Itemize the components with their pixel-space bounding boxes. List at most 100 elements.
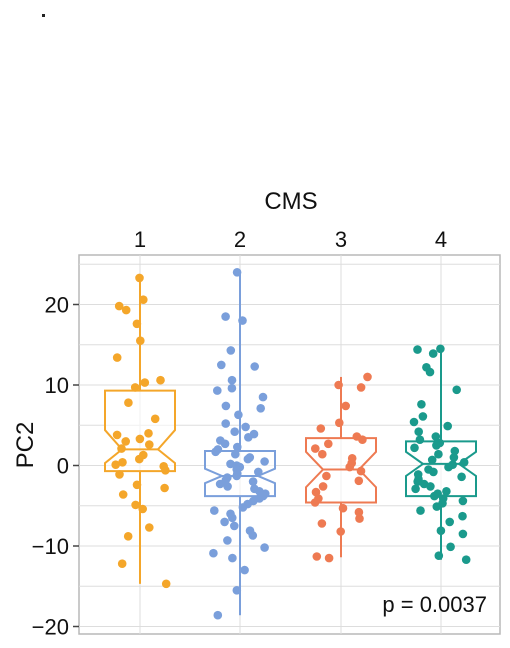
data-point bbox=[160, 483, 169, 493]
data-point bbox=[117, 444, 126, 453]
data-point bbox=[243, 454, 253, 464]
data-point bbox=[312, 552, 322, 561]
data-point bbox=[450, 446, 460, 456]
data-point bbox=[256, 404, 266, 413]
data-point bbox=[135, 434, 145, 444]
y-tick-label: 0 bbox=[57, 454, 69, 479]
data-point bbox=[318, 449, 327, 459]
data-point bbox=[258, 392, 268, 402]
data-point bbox=[431, 432, 441, 441]
data-point bbox=[150, 414, 160, 424]
data-point bbox=[432, 441, 441, 450]
data-point bbox=[220, 517, 229, 527]
data-point bbox=[215, 479, 225, 489]
data-point bbox=[117, 559, 127, 568]
data-point bbox=[227, 383, 237, 393]
data-point bbox=[230, 427, 239, 437]
data-point bbox=[210, 506, 219, 515]
data-point bbox=[413, 345, 422, 354]
data-point bbox=[260, 457, 269, 466]
data-point bbox=[436, 344, 445, 354]
y-tick-label: −20 bbox=[32, 615, 69, 640]
data-point bbox=[426, 482, 435, 491]
data-point bbox=[217, 360, 226, 370]
data-point bbox=[230, 521, 239, 531]
data-point bbox=[130, 383, 140, 392]
data-point bbox=[209, 548, 218, 558]
data-point bbox=[434, 449, 443, 459]
data-point bbox=[430, 491, 439, 501]
data-point bbox=[442, 487, 451, 496]
data-point bbox=[112, 353, 122, 362]
y-tick-label: 20 bbox=[45, 293, 69, 318]
data-point bbox=[436, 526, 446, 535]
data-point bbox=[145, 440, 154, 449]
data-point bbox=[355, 514, 364, 523]
data-point bbox=[248, 531, 258, 540]
data-point bbox=[232, 268, 242, 277]
data-point bbox=[250, 362, 259, 371]
data-point bbox=[415, 435, 425, 445]
y-axis-ticks: 20 10 0 −10 −20 bbox=[32, 293, 79, 640]
data-point bbox=[445, 517, 455, 527]
data-point bbox=[124, 398, 133, 408]
data-point bbox=[411, 484, 420, 494]
data-point bbox=[115, 470, 124, 479]
data-point bbox=[458, 511, 467, 521]
data-point bbox=[310, 498, 320, 507]
data-point bbox=[132, 319, 142, 329]
data-point bbox=[417, 400, 426, 409]
data-point bbox=[345, 462, 355, 472]
data-point bbox=[156, 375, 165, 385]
data-point bbox=[432, 502, 442, 511]
data-point bbox=[231, 449, 240, 459]
data-point bbox=[336, 527, 346, 536]
data-point bbox=[335, 418, 344, 428]
data-point bbox=[227, 375, 237, 385]
data-point bbox=[144, 429, 153, 438]
data-point bbox=[457, 472, 466, 482]
jitter-points bbox=[111, 268, 471, 620]
data-point bbox=[221, 401, 231, 411]
data-point bbox=[358, 435, 367, 445]
data-point bbox=[416, 506, 425, 515]
data-point bbox=[429, 467, 438, 477]
data-point bbox=[449, 453, 459, 462]
data-point bbox=[114, 301, 124, 311]
data-point bbox=[363, 372, 372, 382]
data-point bbox=[354, 507, 364, 517]
data-point bbox=[338, 503, 348, 513]
category-labels: 1 2 3 4 bbox=[134, 227, 447, 252]
data-point bbox=[238, 503, 248, 512]
data-point bbox=[138, 504, 147, 514]
data-point bbox=[410, 443, 419, 453]
data-point bbox=[220, 439, 230, 449]
data-point bbox=[311, 444, 320, 453]
data-point bbox=[161, 466, 170, 475]
data-point bbox=[221, 419, 230, 428]
data-point bbox=[211, 447, 220, 457]
p-value-annotation: p = 0.0037 bbox=[382, 592, 487, 617]
data-point bbox=[444, 462, 453, 472]
data-point bbox=[240, 565, 249, 575]
data-point bbox=[324, 439, 333, 449]
data-point bbox=[145, 523, 154, 532]
data-point bbox=[248, 477, 258, 486]
data-point bbox=[434, 551, 444, 560]
data-point bbox=[341, 401, 351, 411]
data-point bbox=[452, 385, 462, 395]
data-point bbox=[221, 312, 230, 321]
data-point bbox=[223, 536, 232, 545]
data-point bbox=[244, 433, 253, 442]
data-point bbox=[443, 421, 453, 431]
data-point bbox=[131, 500, 140, 510]
category-label: 1 bbox=[134, 227, 146, 252]
data-point bbox=[318, 482, 328, 491]
data-point bbox=[118, 458, 127, 467]
data-point bbox=[458, 529, 468, 539]
data-point bbox=[228, 553, 237, 563]
data-point bbox=[317, 519, 327, 528]
data-point bbox=[459, 458, 469, 467]
data-point bbox=[228, 513, 237, 523]
data-point bbox=[414, 427, 424, 437]
